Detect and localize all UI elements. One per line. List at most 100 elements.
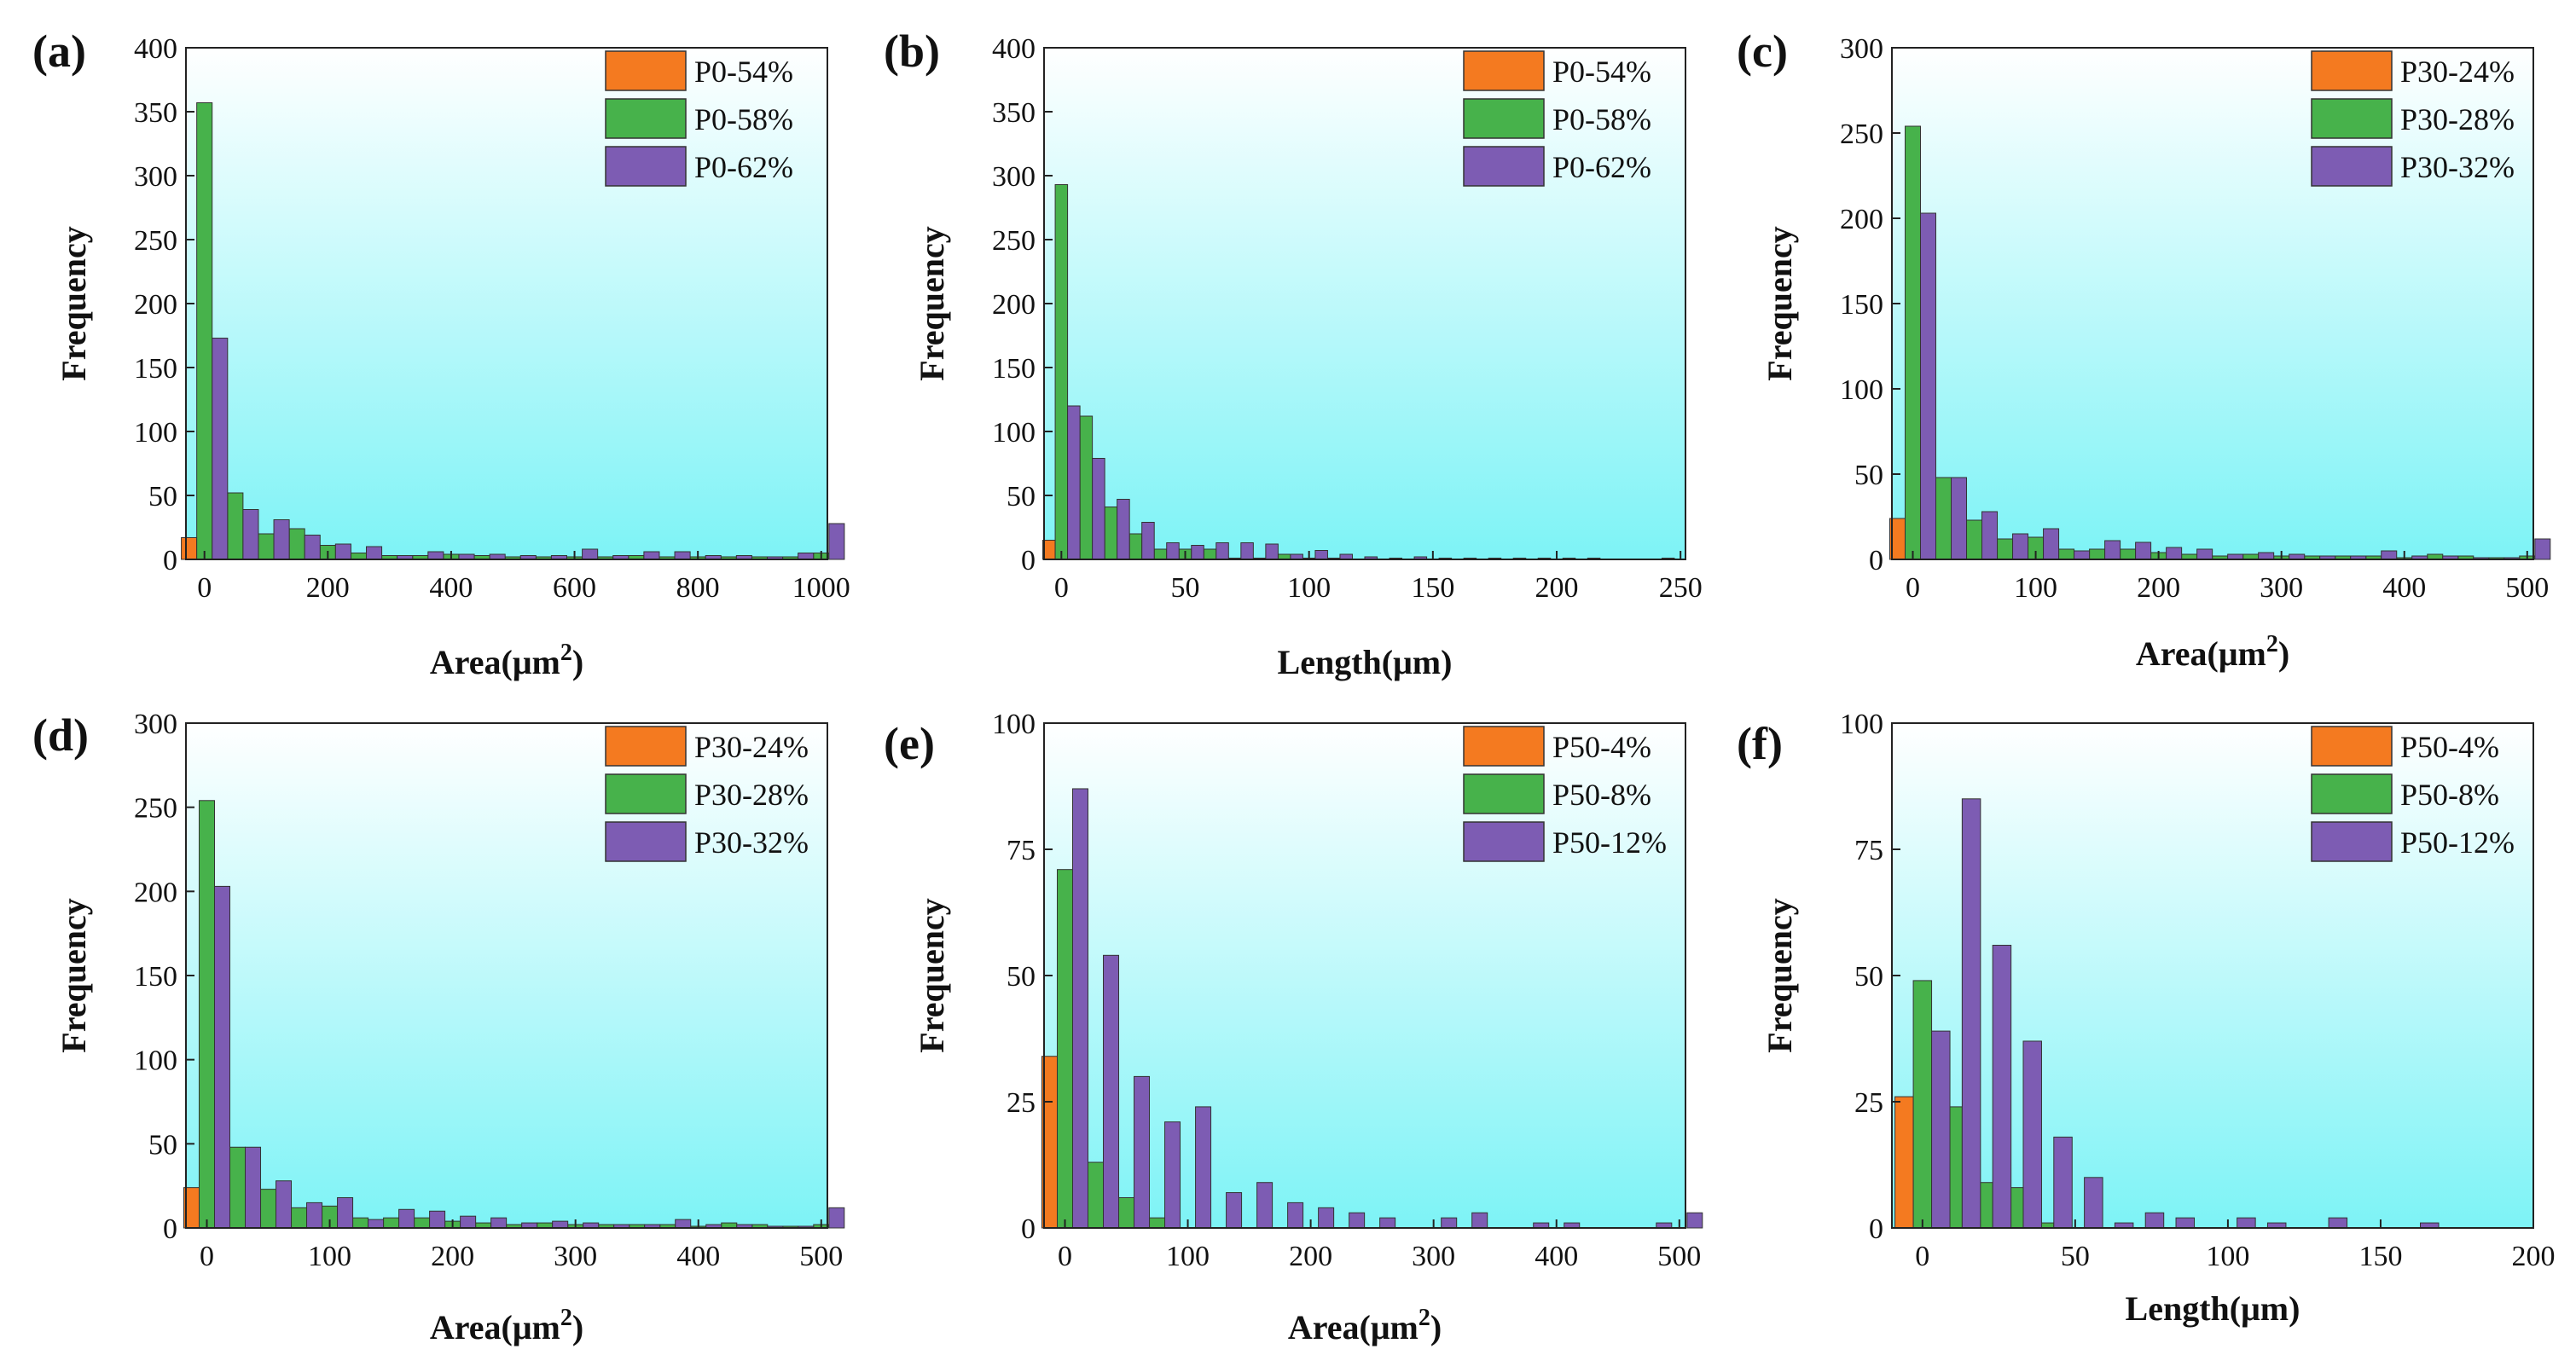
- x-tick-label: 300: [1412, 1241, 1455, 1272]
- bar-P50-12%: [1379, 1217, 1396, 1229]
- bar-P30-32%: [2381, 550, 2398, 560]
- plot-background: [186, 723, 827, 1228]
- y-tick-label: 300: [1840, 33, 1883, 65]
- x-axis-label: Area(μm2): [1288, 1305, 1442, 1346]
- x-tick-label: 100: [2206, 1241, 2249, 1272]
- legend-label: P50-4%: [2400, 730, 2499, 764]
- plot-background: [1044, 723, 1685, 1228]
- panel-label: (a): [32, 26, 86, 77]
- y-tick-label: 25: [1007, 1087, 1036, 1119]
- x-tick-label: 200: [431, 1241, 474, 1272]
- bar-P50-12%: [1103, 954, 1120, 1229]
- bar-P0-62%: [212, 338, 229, 560]
- bar-P30-32%: [460, 1215, 477, 1229]
- y-tick-label: 0: [163, 545, 177, 576]
- legend-label: P50-12%: [1552, 825, 1667, 860]
- x-tick-label: 100: [2014, 572, 2057, 604]
- bar-P30-28%: [260, 1189, 277, 1229]
- panel-d: 0 50 100 150 200 250 300 0 100 200 300 400 500 Freque…: [32, 709, 845, 1346]
- plot-background: [1044, 48, 1685, 559]
- x-tick-label: 200: [2512, 1241, 2556, 1272]
- x-tick-label: 300: [554, 1241, 597, 1272]
- bar-P50-12%: [2237, 1217, 2256, 1229]
- legend-label: P0-58%: [1552, 102, 1651, 136]
- x-tick-label: 800: [676, 572, 720, 604]
- legend-swatch: [2311, 773, 2393, 814]
- bar-P30-28%: [2120, 548, 2137, 560]
- bar-P50-12%: [2084, 1177, 2103, 1229]
- legend-label: P30-28%: [2400, 102, 2515, 136]
- bar-P0-58%: [1153, 548, 1168, 560]
- x-tick-label: 0: [197, 572, 212, 604]
- bar-P0-58%: [258, 533, 275, 560]
- y-tick-label: 350: [992, 97, 1036, 129]
- bar-P50-12%: [1226, 1192, 1243, 1229]
- panel-label: (b): [884, 26, 940, 77]
- legend-label: P0-62%: [1552, 150, 1651, 184]
- y-tick-label: 50: [1007, 481, 1036, 512]
- legend-swatch: [605, 821, 687, 862]
- bar-P30-32%: [213, 885, 231, 1229]
- y-tick-label: 0: [163, 1213, 177, 1245]
- legend-swatch: [2311, 98, 2393, 139]
- y-axis-label: Frequency: [1761, 898, 1799, 1052]
- x-tick-label: 500: [799, 1241, 843, 1272]
- legend-swatch: [2311, 821, 2393, 862]
- bar-P0-58%: [1104, 507, 1118, 560]
- bar-P30-32%: [490, 1217, 508, 1229]
- bar-P30-28%: [414, 1217, 431, 1229]
- bar-P0-58%: [1079, 415, 1094, 560]
- bar-P0-62%: [1265, 543, 1279, 560]
- panel-label: (e): [884, 718, 935, 769]
- y-tick-label: 50: [1854, 460, 1883, 491]
- legend-swatch: [1463, 726, 1545, 767]
- x-tick-label: 300: [2260, 572, 2303, 604]
- x-axis-label: Area(μm2): [430, 1305, 583, 1346]
- bar-P30-32%: [1981, 511, 1999, 560]
- y-tick-label: 200: [134, 289, 177, 321]
- bar-P30-32%: [2196, 548, 2213, 560]
- x-axis-label: Area(μm2): [2136, 631, 2289, 673]
- bar-P0-62%: [304, 535, 321, 560]
- bar-P0-58%: [288, 528, 305, 560]
- y-tick-label: 200: [134, 877, 177, 908]
- bar-P30-32%: [429, 1210, 446, 1229]
- legend-swatch: [605, 50, 687, 91]
- bar-P50-12%: [2328, 1217, 2348, 1229]
- y-tick-label: 0: [1021, 545, 1036, 576]
- x-tick-label: 1000: [792, 572, 850, 604]
- bar-P0-62%: [1191, 545, 1204, 560]
- bar-P0-58%: [1203, 548, 1217, 560]
- x-tick-label: 400: [676, 1241, 720, 1272]
- bar-P30-32%: [337, 1196, 354, 1229]
- legend-swatch: [2311, 146, 2393, 187]
- plot-background: [186, 48, 827, 559]
- bar-P50-12%: [1686, 1212, 1703, 1229]
- bar-P50-12%: [1071, 788, 1088, 1229]
- y-axis-label: Frequency: [913, 226, 951, 380]
- y-tick-label: 250: [134, 225, 177, 257]
- panel-f: 0 25 50 75 100 0 50 100 150 200 Frequency Length(μm…: [1737, 709, 2556, 1328]
- y-axis-label: Frequency: [1761, 226, 1799, 380]
- x-tick-label: 600: [553, 572, 596, 604]
- y-tick-label: 300: [992, 161, 1036, 193]
- bar-P30-32%: [245, 1146, 262, 1229]
- bar-P0-62%: [1314, 550, 1328, 560]
- y-tick-label: 350: [134, 97, 177, 129]
- bar-P50-12%: [1441, 1217, 1458, 1229]
- bar-P30-28%: [291, 1207, 308, 1229]
- x-tick-label: 0: [1915, 1241, 1929, 1272]
- bar-P30-32%: [2104, 540, 2121, 560]
- bar-P50-12%: [1195, 1106, 1212, 1229]
- bar-P30-32%: [2534, 538, 2551, 560]
- x-tick-label: 0: [1054, 572, 1069, 604]
- bar-P30-28%: [1966, 519, 1983, 560]
- y-tick-label: 0: [1869, 545, 1883, 576]
- panel-label: (c): [1737, 26, 1788, 77]
- bar-P30-32%: [1951, 477, 1968, 560]
- bar-P50-12%: [1164, 1121, 1181, 1229]
- bar-P0-62%: [1240, 542, 1254, 560]
- y-tick-label: 150: [992, 353, 1036, 385]
- legend-label: P50-4%: [1552, 730, 1651, 764]
